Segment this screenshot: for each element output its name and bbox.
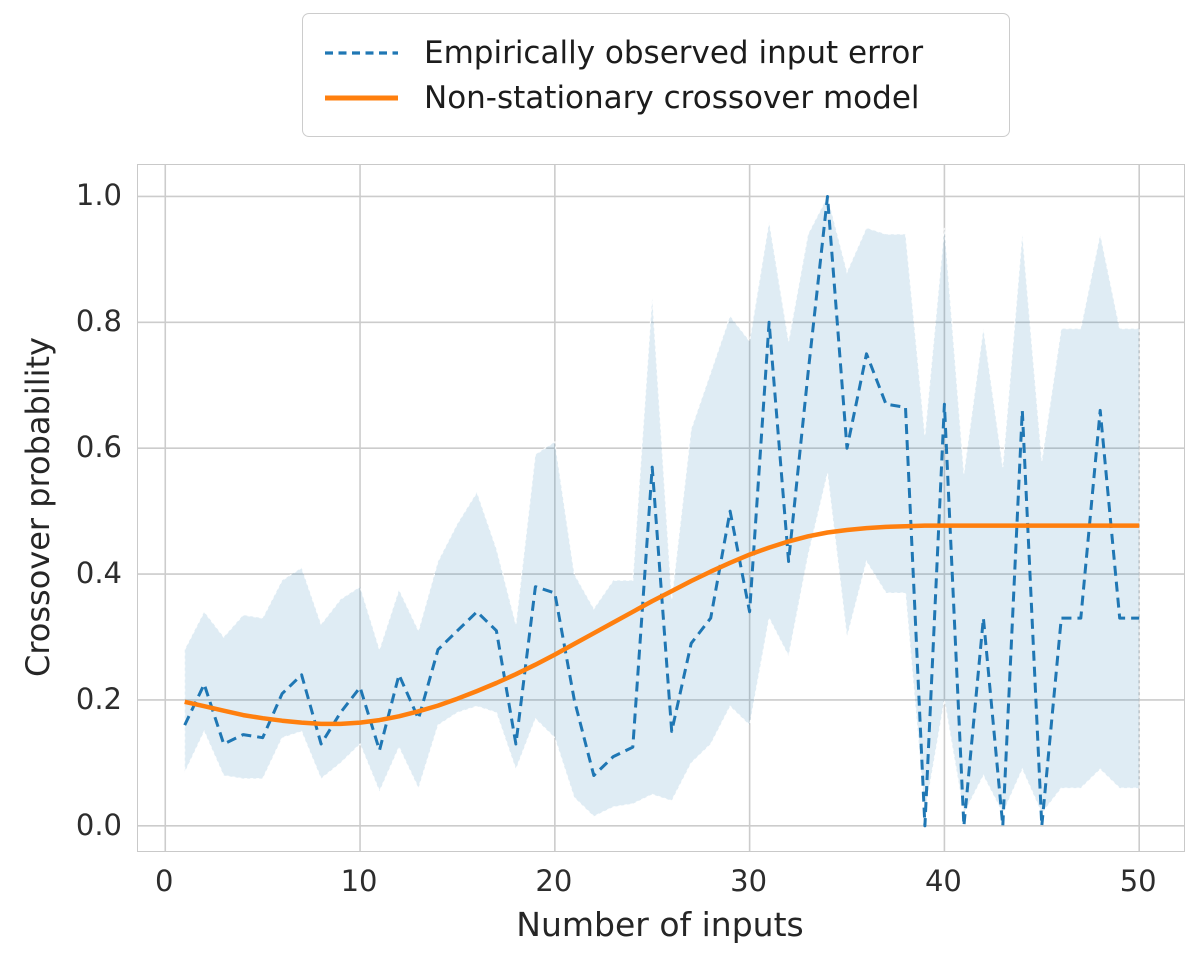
x-tick-label: 10 xyxy=(340,864,378,898)
y-tick-label: 0.4 xyxy=(75,556,122,591)
y-tick-label: 0.8 xyxy=(75,304,122,339)
model-line xyxy=(184,523,1140,727)
x-tick-label: 30 xyxy=(730,864,768,898)
y-tick-label: 0.6 xyxy=(75,430,122,465)
y-tick-label: 1.0 xyxy=(75,178,122,213)
chart-canvas xyxy=(138,165,1184,851)
y-axis-title: Crossover probability xyxy=(19,337,57,677)
y-tick-label: 0.0 xyxy=(75,807,122,842)
legend-item-empirical: Empirically observed input error xyxy=(325,35,987,71)
x-tick-label: 0 xyxy=(155,864,174,898)
x-tick-label: 40 xyxy=(924,864,962,898)
x-tick-label: 20 xyxy=(535,864,573,898)
y-tick-label: 0.2 xyxy=(75,681,122,716)
legend-item-model: Non-stationary crossover model xyxy=(325,80,987,116)
empirical-line xyxy=(183,195,1140,828)
legend-label-model: Non-stationary crossover model xyxy=(424,79,920,116)
legend: Empirically observed input error Non-sta… xyxy=(302,13,1010,137)
confidence-band xyxy=(184,194,1140,818)
x-tick-label: 50 xyxy=(1119,864,1157,898)
plot-area xyxy=(137,164,1185,852)
solid-line-sample-icon xyxy=(325,95,398,100)
dashed-line-sample-icon xyxy=(325,50,398,55)
x-axis-title: Number of inputs xyxy=(516,905,804,944)
legend-label-empirical: Empirically observed input error xyxy=(424,34,924,71)
